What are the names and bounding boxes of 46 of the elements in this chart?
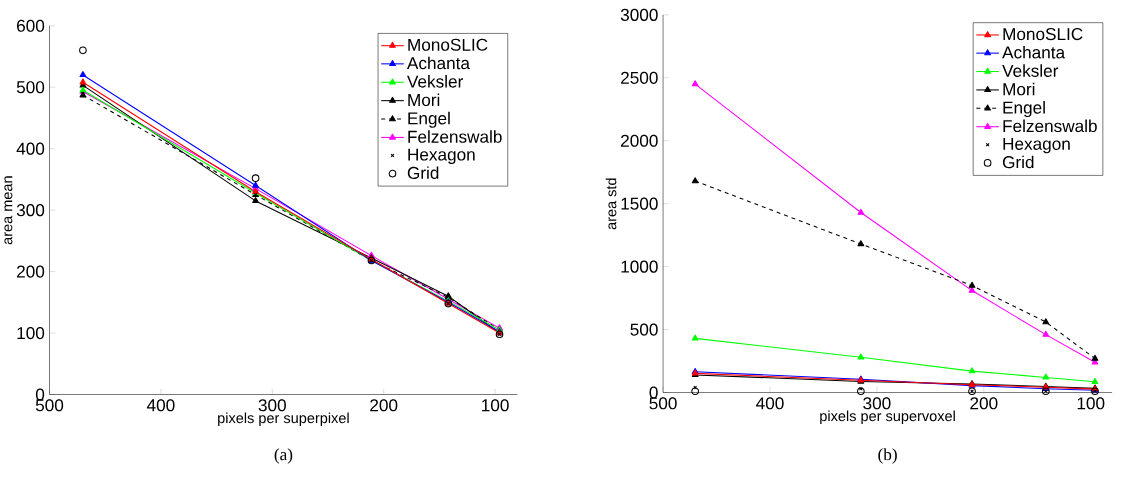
- text: (b): [878, 448, 897, 464]
- y-tick-label: 3000: [620, 8, 658, 22]
- x-tick-label: 200: [970, 397, 998, 410]
- legend-label: Grid: [1002, 155, 1034, 169]
- y-tick-label: 100: [17, 327, 45, 340]
- x-tick-label: 500: [649, 397, 677, 410]
- x-tick-label: 300: [258, 399, 286, 412]
- x-tick-label: 200: [370, 399, 398, 412]
- y-tick-label: 2500: [621, 71, 658, 84]
- legend-label: Engel: [408, 111, 450, 128]
- y-tick-label: 0: [649, 386, 658, 399]
- y-tick-label: 1000: [621, 260, 658, 273]
- legend-label: Achanta: [1002, 46, 1066, 59]
- legend-label: Grid: [407, 166, 439, 180]
- text: (a): [274, 448, 293, 464]
- x-tick-label: 300: [863, 397, 891, 410]
- legend-label: Veksler: [407, 75, 463, 88]
- y-tick-label: 1500: [621, 197, 658, 210]
- x-axis-title: pixels per superpixel: [218, 412, 349, 427]
- legend-label: Achanta: [406, 56, 470, 70]
- y-tick-label: 0: [35, 388, 45, 401]
- legend-label: Veksler: [1002, 64, 1059, 78]
- y-tick-label: 500: [630, 323, 658, 336]
- x-tick-label: 100: [1077, 397, 1105, 410]
- y-axis-title: area mean: [4, 176, 13, 245]
- y-tick-label: 200: [17, 265, 45, 278]
- y-tick-label: 2000: [621, 134, 658, 147]
- y-axis-title: area std: [605, 178, 617, 230]
- legend-label: MonoSLIC: [1003, 28, 1083, 41]
- legend-label: Engel: [1003, 101, 1045, 118]
- legend-label: Felzenswalb: [1003, 119, 1097, 133]
- legend-label: Hexagon: [408, 148, 475, 165]
- legend-label: Hexagon: [1003, 138, 1070, 154]
- y-tick-label: 500: [16, 81, 45, 94]
- y-tick-label: 600: [17, 19, 45, 32]
- legend-label: Felzenswalb: [408, 130, 502, 143]
- legend-label: Mori: [1003, 82, 1035, 96]
- x-tick-label: 400: [756, 397, 784, 410]
- y-tick-label: 300: [16, 204, 45, 217]
- legend-label: Mori: [408, 93, 440, 107]
- x-axis-title: pixels per supervoxel: [820, 410, 955, 425]
- x-tick-label: 400: [146, 399, 175, 412]
- x-tick-label: 500: [35, 399, 64, 412]
- legend-label: MonoSLIC: [408, 38, 488, 51]
- y-tick-label: 400: [16, 142, 45, 155]
- x-tick-label: 100: [482, 399, 509, 412]
